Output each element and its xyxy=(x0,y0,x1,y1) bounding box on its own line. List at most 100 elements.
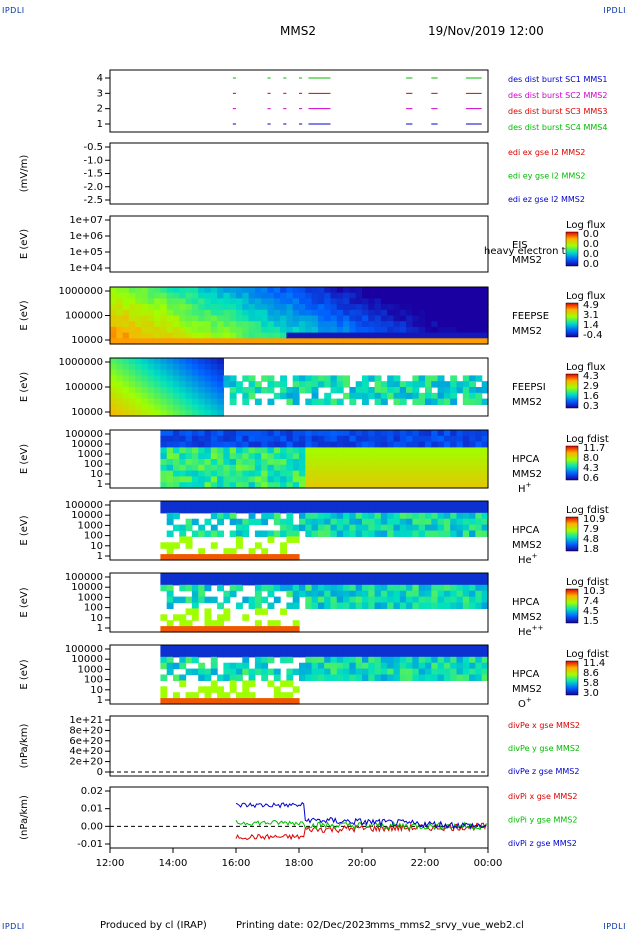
heatmap-cell xyxy=(160,287,168,294)
heatmap-cell xyxy=(431,482,439,489)
heatmap-cell xyxy=(336,524,344,532)
heatmap-cell xyxy=(349,304,357,311)
heatmap-cell xyxy=(425,470,432,477)
heatmap-cell xyxy=(475,656,483,664)
heatmap-cell xyxy=(399,392,407,400)
heatmap-cell xyxy=(412,524,420,532)
heatmap-cell xyxy=(349,321,357,328)
heatmap-cell xyxy=(267,536,275,543)
heatmap-cell xyxy=(280,554,287,561)
heatmap-cell xyxy=(343,292,350,299)
heatmap-cell xyxy=(210,596,218,604)
heatmap-cell xyxy=(317,430,325,437)
heatmap-cell xyxy=(387,476,395,483)
y-axis-label: (nPa/km) xyxy=(19,795,30,840)
heatmap-cell xyxy=(330,304,338,311)
heatmap-cell xyxy=(248,698,256,705)
heatmap-cell xyxy=(154,375,161,382)
heatmap-cell xyxy=(286,626,294,633)
heatmap-cell xyxy=(380,476,388,483)
heatmap-cell xyxy=(406,321,413,328)
heatmap-cell xyxy=(362,668,369,676)
heatmap-cell xyxy=(380,435,388,443)
heatmap-cell xyxy=(261,584,269,592)
heatmap-cell xyxy=(462,430,470,437)
heatmap-cell xyxy=(166,298,174,305)
heatmap-cell xyxy=(456,447,464,454)
heatmap-cell xyxy=(286,338,294,345)
heatmap-cell xyxy=(399,584,407,592)
heatmap-cell xyxy=(229,309,237,317)
y-tick-label: 2 xyxy=(97,104,103,115)
heatmap-cell xyxy=(204,626,212,633)
heatmap-cell xyxy=(261,650,269,658)
heatmap-cell xyxy=(242,692,250,699)
heatmap-cell xyxy=(456,645,464,652)
heatmap-cell xyxy=(261,435,269,443)
heatmap-cell xyxy=(418,453,426,460)
heatmap-cell xyxy=(273,453,281,460)
heatmap-cell xyxy=(324,578,332,586)
heatmap-cell xyxy=(217,358,224,365)
heatmap-cell xyxy=(198,459,206,466)
heatmap-cell xyxy=(273,459,281,466)
heatmap-cell xyxy=(349,470,357,477)
heatmap-cell xyxy=(317,668,325,676)
heatmap-cell xyxy=(406,447,413,454)
heatmap-cell xyxy=(273,315,281,322)
heatmap-cell xyxy=(185,375,193,382)
heatmap-cell xyxy=(229,435,237,443)
heatmap-cell xyxy=(242,554,250,561)
heatmap-cell xyxy=(324,662,332,670)
heatmap-cell xyxy=(406,470,413,477)
heatmap-cell xyxy=(349,512,357,520)
heatmap-cell xyxy=(204,620,212,627)
heatmap-cell xyxy=(469,459,476,466)
heatmap-cell xyxy=(406,338,413,345)
heatmap-cell xyxy=(462,518,470,526)
heatmap-cell xyxy=(311,392,319,400)
heatmap-cell xyxy=(406,645,413,652)
heatmap-cell xyxy=(229,501,237,508)
heatmap-cell xyxy=(267,326,275,334)
colorbar-tick-label: 0.0 xyxy=(583,259,599,270)
heatmap-cell xyxy=(116,381,124,388)
heatmap-cell xyxy=(393,506,401,514)
heatmap-cell xyxy=(254,542,262,549)
heatmap-cell xyxy=(210,650,218,658)
heatmap-cell xyxy=(116,392,124,400)
heatmap-cell xyxy=(368,602,376,609)
heatmap-cell xyxy=(355,530,363,537)
heatmap-cell xyxy=(185,387,193,394)
species-superscript: ++ xyxy=(532,624,544,632)
heatmap-cell xyxy=(210,315,218,322)
heatmap-cell xyxy=(412,476,420,483)
heatmap-cell xyxy=(185,326,193,334)
heatmap-cell xyxy=(362,656,369,664)
heatmap-cell xyxy=(254,518,262,526)
heatmap-cell xyxy=(110,392,117,400)
heatmap-cell xyxy=(374,482,382,489)
heatmap-cell xyxy=(305,668,313,676)
heatmap-cell xyxy=(443,309,451,317)
heatmap-cell xyxy=(305,530,313,537)
heatmap-cell xyxy=(387,596,395,604)
heatmap-cell xyxy=(355,453,363,460)
heatmap-cell xyxy=(355,392,363,400)
heatmap-cell xyxy=(236,470,243,477)
heatmap-cell xyxy=(292,536,300,543)
heatmap-cell xyxy=(380,430,388,437)
legend-entry: des dist burst SC3 MMS3 xyxy=(508,107,607,116)
heatmap-cell xyxy=(204,698,212,705)
heatmap-cell xyxy=(355,668,363,676)
heatmap-cell xyxy=(469,656,476,664)
heatmap-cell xyxy=(469,674,476,681)
heatmap-cell xyxy=(299,381,306,388)
heatmap-cell xyxy=(349,453,357,460)
heatmap-cell xyxy=(380,482,388,489)
heatmap-cell xyxy=(173,441,180,448)
heatmap-cell xyxy=(336,381,344,388)
heatmap-cell xyxy=(198,698,206,705)
heatmap-cell xyxy=(355,309,363,317)
heatmap-cell xyxy=(267,584,275,592)
